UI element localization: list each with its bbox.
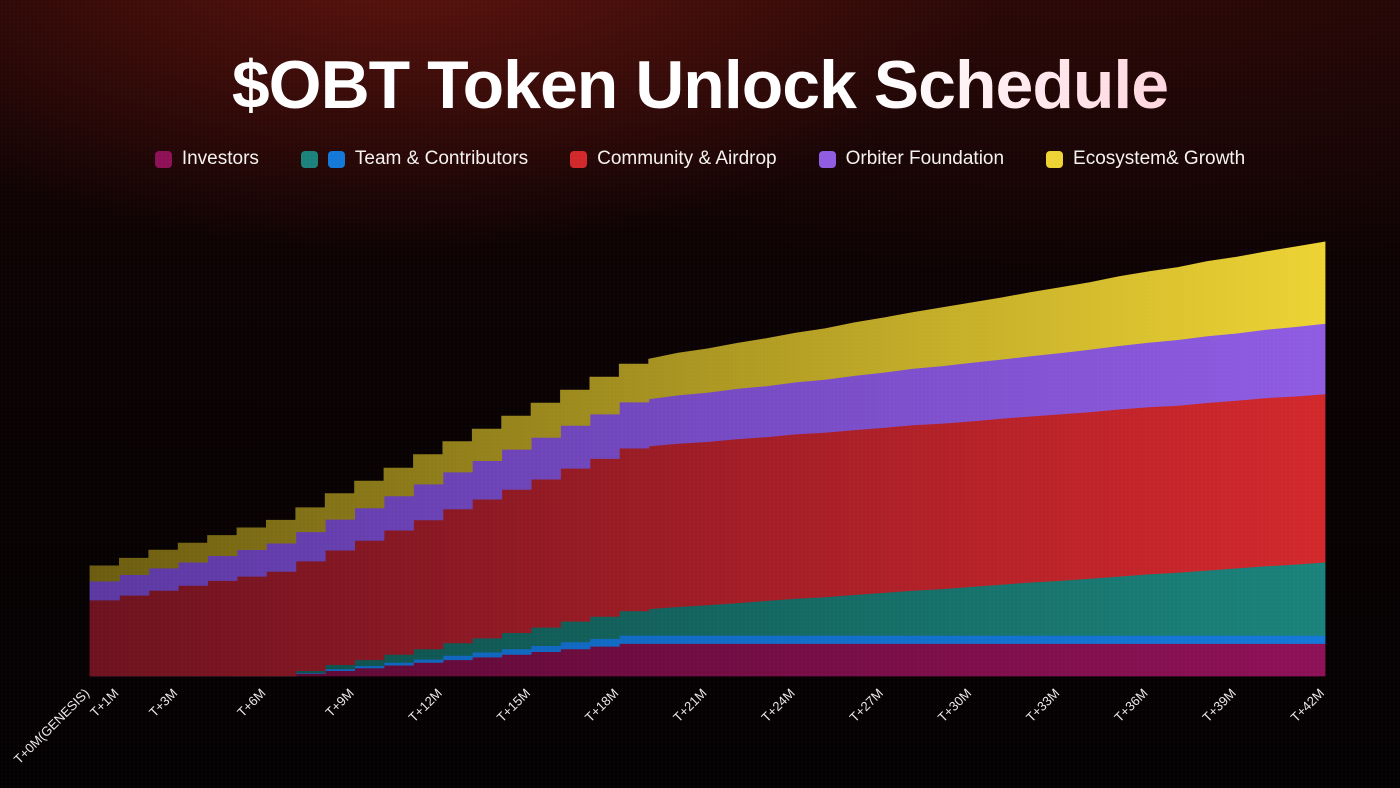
area-ecosystem-growth [89, 241, 1326, 582]
legend-item: Investors [154, 148, 259, 170]
legend-item: Community & Airdrop [570, 148, 777, 170]
legend-swatch [300, 150, 318, 168]
legend-item-label: Community & Airdrop [597, 148, 777, 169]
x-tick-label: T+18M [582, 686, 621, 725]
x-tick-label: T+12M [406, 686, 445, 725]
legend-item: Orbiter Foundation [818, 148, 1005, 170]
legend-swatch [1046, 150, 1064, 168]
legend-swatch [154, 150, 172, 168]
x-tick-label: T+33M [1023, 686, 1062, 725]
legend-item-label: Orbiter Foundation [845, 148, 1005, 169]
legend-item-label: Team & Contributors [354, 148, 529, 169]
x-tick-label: T+27M [847, 686, 886, 725]
legend-item-label: Ecosystem& Growth [1073, 148, 1246, 169]
x-tick-label: T+39M [1199, 686, 1238, 725]
page-title: $OBT Token Unlock Schedule [0, 0, 1400, 124]
x-tick-label: T+21M [670, 686, 709, 725]
legend-swatch [818, 150, 836, 168]
legend-swatch [327, 150, 345, 168]
x-tick-label: T+24M [758, 686, 797, 725]
legend-swatch [570, 150, 588, 168]
x-tick-label: T+36M [1111, 686, 1150, 725]
x-tick-label: T+1M [87, 686, 121, 720]
x-tick-label: T+15M [494, 686, 533, 725]
x-tick-label: T+0M(GENESIS) [11, 686, 92, 767]
legend-item-label: Investors [181, 148, 259, 169]
x-tick-label: T+3M [146, 686, 180, 720]
x-tick-label: T+9M [322, 686, 356, 720]
legend-item: Team & Contributors [300, 148, 529, 170]
x-tick-label: T+6M [234, 686, 268, 720]
legend-item: Ecosystem& Growth [1046, 148, 1245, 170]
legend: Investors Team & Contributors Community & … [0, 148, 1400, 170]
x-tick-label: T+30M [935, 686, 974, 725]
x-tick-label: T+42M [1288, 686, 1327, 725]
